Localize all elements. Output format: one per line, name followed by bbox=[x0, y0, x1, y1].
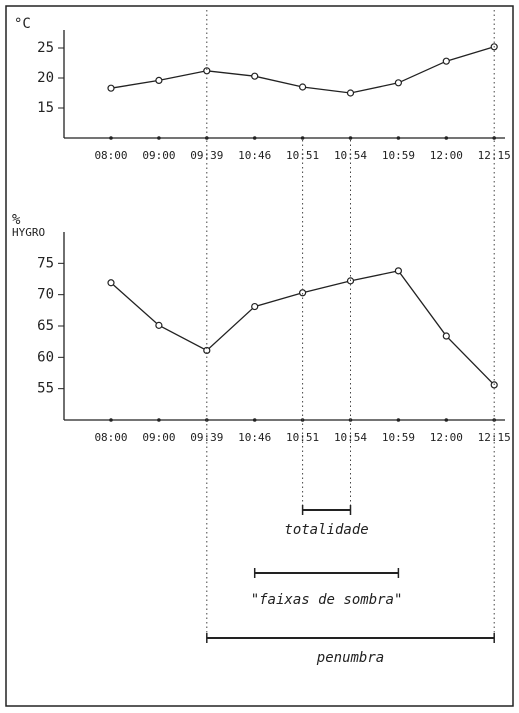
x-tick bbox=[205, 136, 209, 140]
point bbox=[299, 83, 307, 91]
y-tick-label: 70 bbox=[37, 287, 54, 303]
point bbox=[346, 89, 355, 97]
point bbox=[299, 289, 307, 297]
x-tick bbox=[252, 418, 257, 422]
y-tick-label: 75 bbox=[37, 255, 54, 271]
y-axis-label: % bbox=[12, 212, 21, 228]
x-tick bbox=[157, 418, 161, 422]
x-tick-label: 09:00 bbox=[142, 431, 175, 444]
x-tick bbox=[492, 136, 497, 140]
x-tick-label: 10:51 bbox=[286, 149, 319, 162]
point bbox=[442, 332, 450, 340]
y-axis-label: HYGRO bbox=[12, 226, 45, 239]
x-tick bbox=[348, 136, 353, 140]
range-label: "faixas de sombra" bbox=[251, 592, 403, 608]
x-tick bbox=[444, 136, 449, 140]
point bbox=[107, 279, 115, 287]
y-tick-label: 65 bbox=[37, 318, 54, 334]
point bbox=[394, 267, 402, 275]
x-tick bbox=[300, 136, 305, 140]
x-tick bbox=[444, 418, 449, 422]
series-line bbox=[110, 270, 495, 386]
range-label: totalidade bbox=[284, 522, 368, 538]
x-tick bbox=[396, 136, 401, 140]
frame bbox=[5, 5, 514, 707]
x-tick-label: 10:59 bbox=[382, 431, 415, 444]
point bbox=[155, 321, 163, 329]
point bbox=[107, 84, 115, 92]
x-tick-label: 12:00 bbox=[430, 431, 463, 444]
x-tick bbox=[109, 418, 113, 422]
range-label: penumbra bbox=[316, 650, 384, 666]
x-tick bbox=[252, 136, 257, 140]
x-tick-label: 12:00 bbox=[430, 149, 463, 162]
x-tick-label: 10:46 bbox=[238, 431, 271, 444]
y-tick-label: 55 bbox=[37, 381, 54, 397]
x-tick-label: 08:00 bbox=[94, 149, 127, 162]
y-tick-label: 60 bbox=[37, 349, 54, 365]
point bbox=[394, 79, 402, 87]
x-tick bbox=[109, 136, 113, 140]
point bbox=[155, 76, 163, 85]
x-tick-label: 10:46 bbox=[238, 149, 271, 162]
point bbox=[251, 72, 259, 80]
x-tick-label: 10:54 bbox=[334, 149, 367, 162]
x-tick bbox=[396, 418, 401, 422]
x-tick-label: 10:59 bbox=[382, 149, 415, 162]
x-tick bbox=[157, 136, 161, 140]
y-tick-label: 25 bbox=[37, 40, 54, 56]
y-tick-label: 15 bbox=[37, 100, 54, 116]
x-tick-label: 09:00 bbox=[142, 149, 175, 162]
x-tick-label: 08:00 bbox=[94, 431, 127, 444]
y-tick-label: 20 bbox=[37, 70, 54, 86]
point bbox=[251, 302, 259, 311]
point bbox=[442, 57, 450, 65]
y-axis-label: °C bbox=[14, 16, 31, 32]
